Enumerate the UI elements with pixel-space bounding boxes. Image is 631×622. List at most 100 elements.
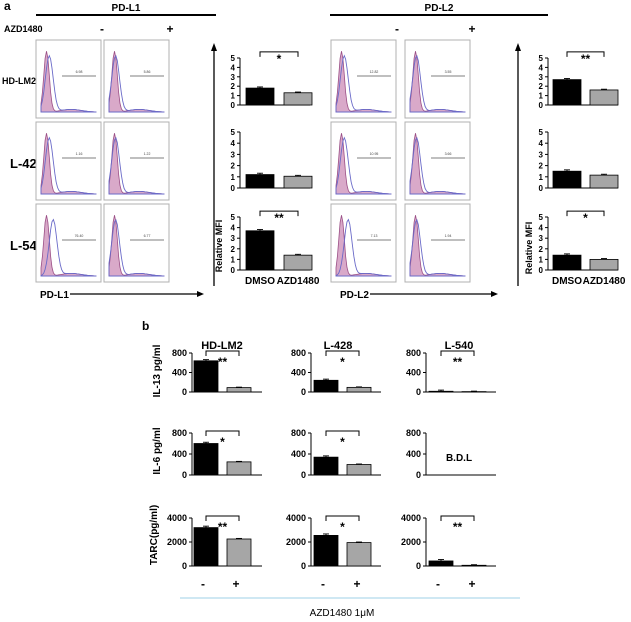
significance-bracket (440, 350, 475, 356)
axis-arrowhead-pdl2 (491, 291, 498, 297)
significance-star: * (340, 355, 345, 369)
y-tick-label: 2 (539, 82, 544, 91)
panel-b-label: b (142, 319, 149, 333)
gate-value: 10.95 (370, 152, 379, 156)
y-tick-label: 4 (539, 224, 544, 233)
y-tick-label: 1 (539, 255, 544, 264)
y-tick-label: 800 (172, 428, 187, 438)
bar-control (193, 443, 219, 476)
y-tick-label: 3 (231, 234, 236, 243)
y-tick-label: 0 (182, 561, 187, 571)
significance-star: ** (581, 52, 591, 66)
stain-histogram (335, 136, 392, 195)
bar-control (245, 230, 275, 271)
stain-histogram (40, 136, 97, 195)
bar-control (428, 390, 454, 393)
y-tick-label: 0 (416, 561, 421, 571)
stain-histogram (409, 136, 466, 195)
col-minus-pdl2: - (395, 22, 399, 36)
b-xtick-minus-2: - (321, 577, 325, 591)
gate-value: 7.13 (371, 234, 378, 238)
bar-treated (346, 464, 372, 476)
bar-treated (283, 254, 313, 271)
group-title-pdl1: PD-L1 (112, 3, 141, 14)
bar-treated (346, 386, 372, 393)
significance-star: * (220, 435, 225, 449)
significance-bracket (325, 350, 360, 356)
vertical-arrowhead-pdl1 (211, 43, 217, 51)
significance-bracket (205, 350, 240, 356)
b-col-title-hdlm2: HD-LM2 (201, 340, 243, 352)
gate-value: 1.94 (445, 234, 452, 238)
bar-control (193, 527, 219, 567)
y-tick-label: 400 (172, 368, 187, 378)
b-xtick-plus-1: + (232, 577, 239, 591)
b-col-title-l540: L-540 (445, 340, 474, 352)
y-tick-label: 2000 (401, 537, 421, 547)
y-tick-label: 2 (539, 162, 544, 171)
y-tick-label: 4 (539, 63, 544, 72)
category-label: AZD1480 (277, 276, 320, 287)
significance-star: * (583, 211, 588, 225)
y-tick-label: 0 (231, 101, 236, 110)
significance-star: ** (453, 520, 463, 534)
y-tick-label: 2 (231, 245, 236, 254)
b-ylabel-il6: IL-6 pg/ml (152, 427, 163, 474)
significance-bracket (440, 515, 475, 521)
bar-control (193, 360, 219, 393)
y-tick-label: 5 (231, 54, 236, 63)
bar-treated (283, 175, 313, 189)
y-tick-label: 2 (231, 82, 236, 91)
y-tick-label: 1 (231, 92, 236, 101)
bar-control (245, 87, 275, 106)
y-tick-label: 400 (291, 449, 306, 459)
generated-marks: 6.98 5.86 1.16 1.22 76.40 6.77 12.82 3.55 10.95 3… (35, 39, 626, 571)
bar-treated (461, 564, 487, 567)
y-tick-label: 800 (406, 348, 421, 358)
ylabel-relative-mfi-pdl1: Relative MFI (214, 220, 224, 273)
y-tick-label: 3 (539, 73, 544, 82)
gate-value: 1.22 (144, 152, 151, 156)
y-tick-label: 0 (301, 561, 306, 571)
category-label: AZD1480 (583, 276, 626, 287)
bar-treated (589, 258, 619, 271)
y-tick-label: 400 (406, 368, 421, 378)
bar-control (552, 79, 582, 106)
y-tick-label: 5 (231, 128, 236, 137)
bar-treated (346, 542, 372, 567)
col-minus-pdl1: - (100, 22, 104, 36)
y-tick-label: 4 (231, 224, 236, 233)
y-tick-label: 2000 (286, 537, 306, 547)
gate-value: 1.16 (76, 152, 83, 156)
ylabel-relative-mfi-pdl2: Relative MFI (524, 222, 534, 275)
y-tick-label: 800 (172, 348, 187, 358)
significance-bracket (325, 515, 360, 521)
row-label-hdlm2: HD-LM2 (2, 76, 36, 86)
stain-histogram (409, 54, 466, 113)
stain-histogram (40, 218, 97, 277)
y-tick-label: 1 (231, 255, 236, 264)
y-tick-label: 800 (291, 348, 306, 358)
gate-value: 3.55 (445, 70, 452, 74)
b-xtick-minus-1: - (201, 577, 205, 591)
significance-bracket (259, 210, 299, 217)
y-tick-label: 4000 (286, 513, 306, 523)
panel-a-label: a (4, 0, 11, 13)
y-tick-label: 5 (539, 54, 544, 63)
vertical-arrowhead-pdl2 (515, 43, 521, 51)
y-tick-label: 2 (231, 162, 236, 171)
y-tick-label: 4 (231, 63, 236, 72)
y-tick-label: 4000 (401, 513, 421, 523)
y-tick-label: 3 (231, 73, 236, 82)
y-tick-label: 3 (539, 150, 544, 159)
stain-histogram (108, 136, 165, 195)
significance-star: * (340, 435, 345, 449)
y-tick-label: 4000 (167, 513, 187, 523)
significance-bracket (566, 51, 605, 57)
bar-treated (226, 461, 252, 476)
y-tick-label: 800 (291, 428, 306, 438)
stain-histogram (108, 54, 165, 113)
bar-control (313, 535, 339, 567)
b-xlabel: AZD1480 1μM (310, 608, 375, 619)
stain-histogram (108, 218, 165, 277)
